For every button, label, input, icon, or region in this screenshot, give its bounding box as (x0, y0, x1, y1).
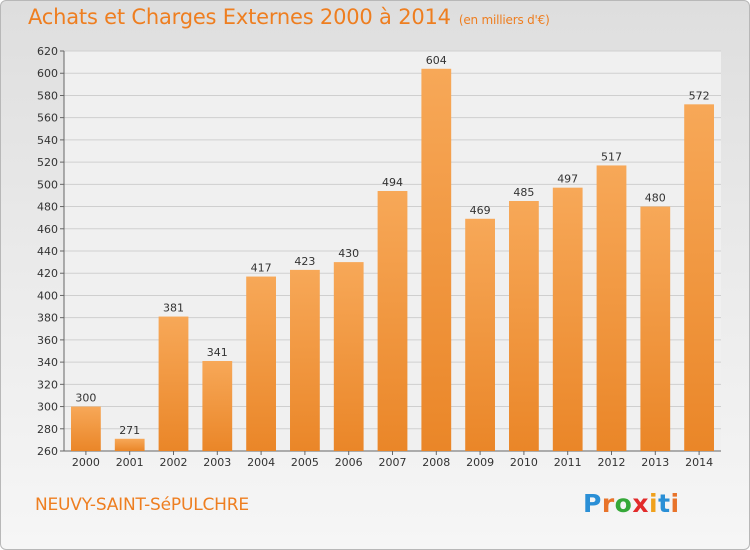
bar (246, 276, 276, 451)
y-tick-label: 560 (37, 112, 58, 125)
data-label: 517 (601, 150, 622, 163)
y-tick-label: 340 (37, 356, 58, 369)
proxiti-logo: Proxiti (583, 489, 680, 518)
bar (640, 206, 671, 451)
x-tick-label: 2005 (291, 456, 319, 469)
y-tick-label: 440 (37, 245, 58, 258)
x-tick-label: 2002 (160, 456, 188, 469)
data-label: 300 (75, 392, 96, 405)
x-tick-label: 2006 (335, 456, 363, 469)
bar (421, 68, 452, 452)
data-label: 430 (338, 247, 359, 260)
data-label: 381 (163, 302, 184, 315)
logo-letter: x (632, 489, 649, 518)
x-tick-label: 2012 (598, 456, 626, 469)
title-text: Achats et Charges Externes 2000 à 2014 (28, 5, 451, 29)
y-tick-label: 480 (37, 201, 58, 214)
data-label: 417 (251, 262, 272, 275)
y-tick-label: 520 (37, 156, 58, 169)
data-label: 572 (689, 89, 710, 102)
logo-letter: o (614, 489, 633, 518)
bar (333, 262, 364, 451)
y-tick-label: 300 (37, 401, 58, 414)
bar (71, 406, 101, 451)
x-tick-label: 2001 (116, 456, 144, 469)
y-tick-label: 320 (37, 378, 58, 391)
data-label: 497 (557, 173, 578, 186)
y-tick-label: 380 (37, 312, 58, 325)
y-tick-label: 260 (37, 445, 58, 458)
data-label: 271 (119, 424, 140, 437)
y-tick-label: 400 (37, 289, 58, 302)
bar (552, 187, 583, 451)
x-tick-label: 2000 (72, 456, 100, 469)
logo-letter: i (670, 489, 680, 518)
commune-name: NEUVY-SAINT-SéPULCHRE (35, 495, 249, 515)
bar (465, 218, 495, 451)
data-label: 341 (207, 346, 228, 359)
logo-letter: P (583, 489, 602, 518)
y-tick-label: 540 (37, 134, 58, 147)
x-tick-label: 2011 (554, 456, 582, 469)
bar (509, 201, 539, 451)
x-tick-label: 2003 (203, 456, 231, 469)
x-tick-label: 2014 (685, 456, 713, 469)
y-tick-label: 500 (37, 178, 58, 191)
y-tick-label: 620 (37, 45, 58, 58)
data-label: 423 (294, 255, 315, 268)
logo-letter: t (658, 489, 671, 518)
logo-letter: r (601, 489, 615, 518)
data-label: 494 (382, 176, 403, 189)
data-label: 604 (426, 54, 447, 67)
chart-title: Achats et Charges Externes 2000 à 2014 (e… (28, 5, 550, 29)
y-tick-label: 360 (37, 334, 58, 347)
x-tick-label: 2010 (510, 456, 538, 469)
bar (377, 191, 408, 451)
logo-letter: i (649, 489, 659, 518)
chart-subtitle: (en milliers d'€) (458, 13, 550, 27)
bar (114, 438, 145, 451)
x-tick-label: 2008 (422, 456, 450, 469)
bar (158, 316, 189, 451)
data-label: 469 (470, 204, 491, 217)
data-label: 480 (645, 192, 666, 205)
bar (290, 269, 320, 451)
data-label: 485 (513, 186, 534, 199)
x-tick-label: 2007 (379, 456, 407, 469)
y-tick-label: 280 (37, 423, 58, 436)
x-tick-label: 2004 (247, 456, 275, 469)
y-tick-label: 580 (37, 89, 58, 102)
x-tick-label: 2013 (641, 456, 669, 469)
bar (596, 165, 627, 451)
bar (684, 104, 714, 451)
y-tick-label: 600 (37, 67, 58, 80)
y-tick-label: 420 (37, 267, 58, 280)
x-tick-label: 2009 (466, 456, 494, 469)
y-tick-label: 460 (37, 223, 58, 236)
bar (202, 361, 233, 451)
